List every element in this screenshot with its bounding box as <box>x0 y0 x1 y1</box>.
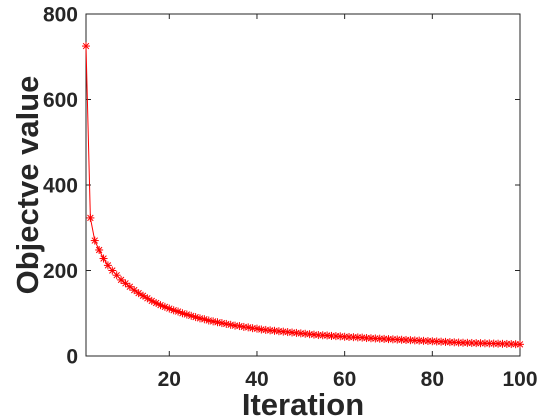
data-point <box>143 294 152 303</box>
marker-stroke <box>95 246 103 254</box>
x-tick-label: 20 <box>158 368 181 391</box>
data-point <box>82 42 90 51</box>
marker-stroke <box>82 42 90 50</box>
x-axis-label: Iteration <box>242 387 364 420</box>
data-point <box>169 306 178 315</box>
data-point <box>516 340 524 349</box>
plot-area <box>85 13 521 357</box>
marker-stroke <box>109 267 116 274</box>
marker-stroke <box>179 310 186 317</box>
marker-stroke <box>166 305 173 312</box>
data-point <box>428 337 437 346</box>
y-tick-label: 800 <box>43 4 78 27</box>
marker-stroke <box>148 297 155 305</box>
data-point <box>117 275 126 284</box>
marker-stroke <box>130 286 138 294</box>
y-tick-label: 600 <box>43 89 78 112</box>
marker-stroke <box>516 341 524 348</box>
marker-stroke <box>157 301 164 309</box>
plot-frame <box>85 13 521 357</box>
marker-stroke <box>192 313 199 321</box>
y-tick-label: 400 <box>43 175 78 198</box>
x-tick-label: 100 <box>502 368 537 391</box>
axis-ticks <box>86 13 521 357</box>
marker-stroke <box>104 262 112 269</box>
x-tick-label: 80 <box>421 368 444 391</box>
data-point <box>393 335 402 344</box>
x-tick-label: 40 <box>245 368 268 391</box>
data-point <box>178 309 187 318</box>
marker-stroke <box>183 311 191 318</box>
data-point <box>103 261 112 270</box>
marker-stroke <box>113 271 120 279</box>
marker-stroke <box>87 214 94 222</box>
marker-stroke <box>117 276 125 284</box>
tick-labels: 20 40 60 80 100 0 200 400 600 800 <box>43 4 538 392</box>
data-point <box>125 282 134 291</box>
data-point <box>187 311 196 320</box>
marker-stroke <box>126 283 134 290</box>
marker-stroke <box>144 295 151 302</box>
marker-stroke <box>174 308 182 315</box>
marker-stroke <box>91 237 99 244</box>
data-point <box>95 245 104 254</box>
y-tick-label: 200 <box>43 260 78 283</box>
data-point <box>191 313 200 322</box>
data-point <box>90 236 99 245</box>
marker-stroke <box>152 299 160 307</box>
marker-stroke <box>100 255 107 262</box>
marker-stroke <box>187 312 195 320</box>
x-tick-label: 60 <box>333 368 356 391</box>
marker-group <box>82 42 524 349</box>
marker-stroke <box>122 280 129 287</box>
data-point <box>134 289 143 298</box>
marker-stroke <box>201 316 208 323</box>
y-tick-label: 0 <box>66 346 78 369</box>
data-point <box>138 291 147 300</box>
marker-stroke <box>170 307 177 314</box>
data-point <box>99 254 108 263</box>
marker-stroke <box>135 289 142 297</box>
marker-stroke <box>161 303 169 311</box>
data-point <box>121 279 130 288</box>
data-point <box>402 335 411 344</box>
marker-stroke <box>139 292 147 299</box>
data-point <box>130 286 139 295</box>
y-axis-label: Objectve value <box>10 76 45 295</box>
data-point <box>86 213 95 222</box>
